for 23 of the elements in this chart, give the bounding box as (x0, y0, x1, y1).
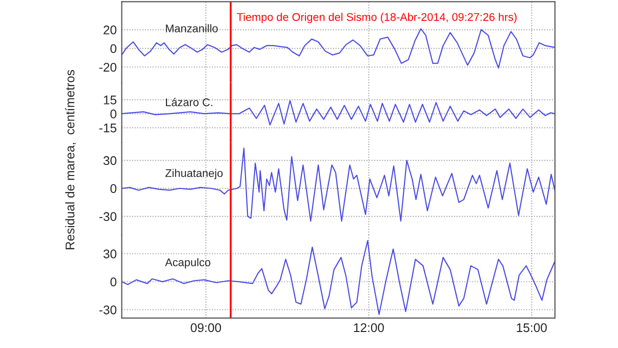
y-tick-label: 15 (104, 96, 116, 104)
line-series (122, 240, 555, 315)
y-tick-label: 30 (103, 156, 116, 166)
annotation: Manzanillo (166, 24, 218, 32)
annotation: Zihuatanejo (165, 168, 223, 180)
y-tick-label: 0 (110, 110, 116, 118)
y-tick-label: 0 (110, 277, 116, 286)
annotation: Lázaro C. (166, 98, 212, 106)
x-tick-label: 09:00 (190, 323, 222, 332)
y-tick-label: -30 (99, 212, 116, 222)
y-tick-label: -15 (99, 124, 116, 132)
y-tick-label: -30 (99, 305, 116, 314)
y-tick-label: 30 (103, 249, 116, 258)
y-tick-label: 20 (104, 26, 116, 34)
y-tick-label: 0 (110, 44, 116, 54)
line-series (122, 148, 555, 222)
y-tick-label: 0 (110, 184, 116, 194)
y-tick-label: -20 (99, 62, 116, 72)
ref-line-label: Tiempo de Origen del Sismo (18-Abr-2014, 09:27:26 hrs) (236, 12, 517, 24)
x-tick-label: 12:00 (354, 323, 384, 332)
annotation: Acapulco (165, 258, 210, 268)
x-tick-label: 15:00 (516, 323, 547, 332)
y-axis-title: Residual de marea, centímetros (65, 70, 76, 250)
